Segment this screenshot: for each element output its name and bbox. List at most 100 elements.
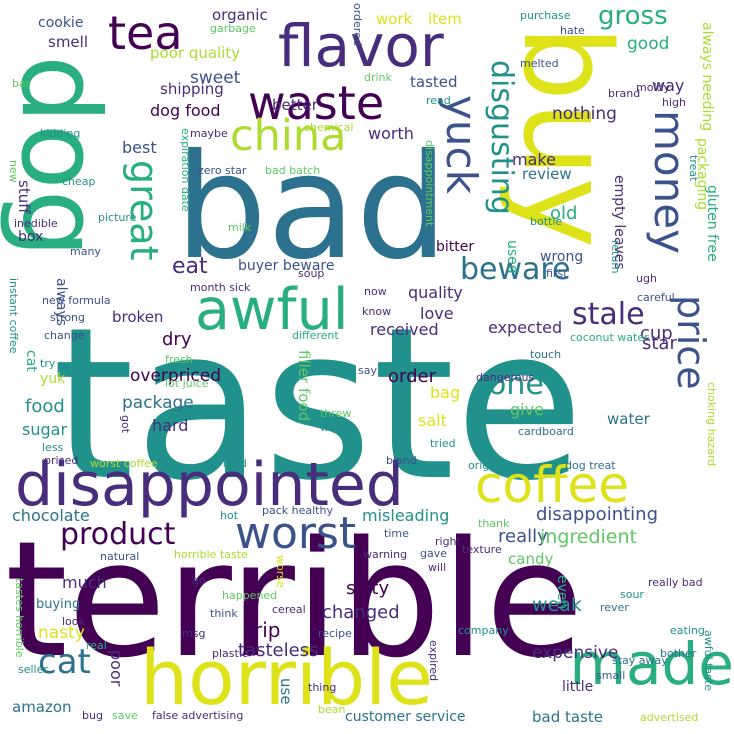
word-expensive: expensive [532,643,619,663]
word-really-bad: really bad [648,576,703,589]
word-misleading: misleading [362,506,450,525]
word-expired: expired [427,640,440,682]
word-dog-food: dog food [150,101,221,120]
word-seller: seller [18,663,48,676]
word-soup: soup [298,267,325,280]
word-worst-coffee: worst coffee [90,457,158,470]
word-ugh: ugh [636,272,657,285]
word-got: got [119,415,132,434]
word-garbage: garbage [210,22,256,35]
word-natural: natural [100,550,140,563]
word-received: received [370,320,439,339]
word-tasteless: tasteless [238,640,319,661]
word-pack-healthy: pack healthy [262,504,333,517]
word-wrong: wrong [540,249,584,265]
word-love: love [420,304,454,323]
word-awful: awful [195,277,349,343]
word-sugar: sugar [22,420,68,439]
word-tastes-horrible: tastes horrible [13,578,26,658]
word-cup: cup [640,323,673,344]
word-yuck: yuck [437,95,486,194]
word-yuk: yuk [40,371,66,387]
word-make: make [512,150,556,169]
word-even: even [554,575,570,610]
word-change: change [44,329,85,342]
word-try: try [40,357,56,370]
word-first: first [546,267,568,280]
word-review: review [522,165,572,183]
word-disappointing: disappointing [536,504,659,525]
word-bag: bag [430,383,461,402]
word-will: will [428,561,447,574]
word-strong: strong [50,311,86,324]
word-touch: touch [530,348,562,361]
word-small: small [596,669,626,682]
word-cardboard: cardboard [518,425,574,438]
word-tasted: tasted [410,73,458,91]
word-awful-taste: awful taste [702,630,715,691]
word-melted: melted [520,57,559,70]
word-hate: hate [560,24,585,37]
word-worth: worth [368,124,414,143]
word-company: company [458,624,509,637]
word-used: used [504,240,520,274]
word-salt: salt [418,411,447,430]
word-happened: happened [222,589,278,602]
word-better: better [272,96,318,114]
word-food: food [25,396,65,417]
word-coconut-water: coconut water [570,331,649,344]
word-money: money [645,110,694,254]
word-overpriced: overpriced [130,366,222,386]
word-ordered: ordered [351,3,364,46]
word-inedible: inedible [14,217,58,230]
word-much: much [62,573,107,592]
word-flavor: flavor [278,12,444,80]
word-expiration-date: expiration date [179,128,192,212]
word-salty: salty [346,578,390,599]
word-quality: quality [408,283,463,302]
word-fresh: fresh [165,353,193,366]
word-good: good [627,34,670,54]
word-buying: buying [36,597,81,612]
word-stuff: stuff [15,180,33,214]
word-cereal: cereal [272,603,306,616]
word-box: box [18,229,44,245]
word-choking-hazard: choking hazard [705,382,718,467]
word-priced: priced [44,454,79,467]
word-old: old [550,203,578,224]
word-dangerous: dangerous [476,371,535,384]
word-drink: drink [364,71,392,84]
word-think: think [210,607,238,620]
word-month-sick: month sick [190,281,251,294]
word-best: best [122,138,157,157]
word-high: high [662,96,686,109]
word-cat-food: cat food [202,457,247,470]
word-coffee: coffee [475,456,630,514]
word-bad: bad [175,123,448,292]
word-msg: msg [182,627,206,640]
word-taste: taste [52,282,584,527]
word-disappointment: disappointment [423,140,436,227]
word-one: one [488,367,544,402]
word-say: say [358,364,377,377]
word-smell: smell [48,33,88,51]
word-use: use [277,678,295,705]
word-poor: poor [107,650,126,687]
word-buyer-beware: buyer beware [238,258,335,274]
word-disgusting: disgusting [484,60,519,215]
word-always-needing: always needing [699,22,715,132]
word-customer-service: customer service [345,709,466,725]
word-ingredient: ingredient [540,526,637,548]
word-different: different [292,329,339,342]
word-china: china [230,111,347,161]
word-warning: warning [363,548,408,561]
word-now: now [364,285,387,298]
word-original: original [468,459,510,472]
word-horrible: horrible [140,633,434,722]
word-thing: thing [308,681,337,694]
word-false-advertising: false advertising [152,709,244,722]
word-star: star [642,333,677,354]
word-price: price [669,295,713,390]
word-organic: organic [212,6,268,24]
word-instant-coffee: instant coffee [7,278,20,354]
